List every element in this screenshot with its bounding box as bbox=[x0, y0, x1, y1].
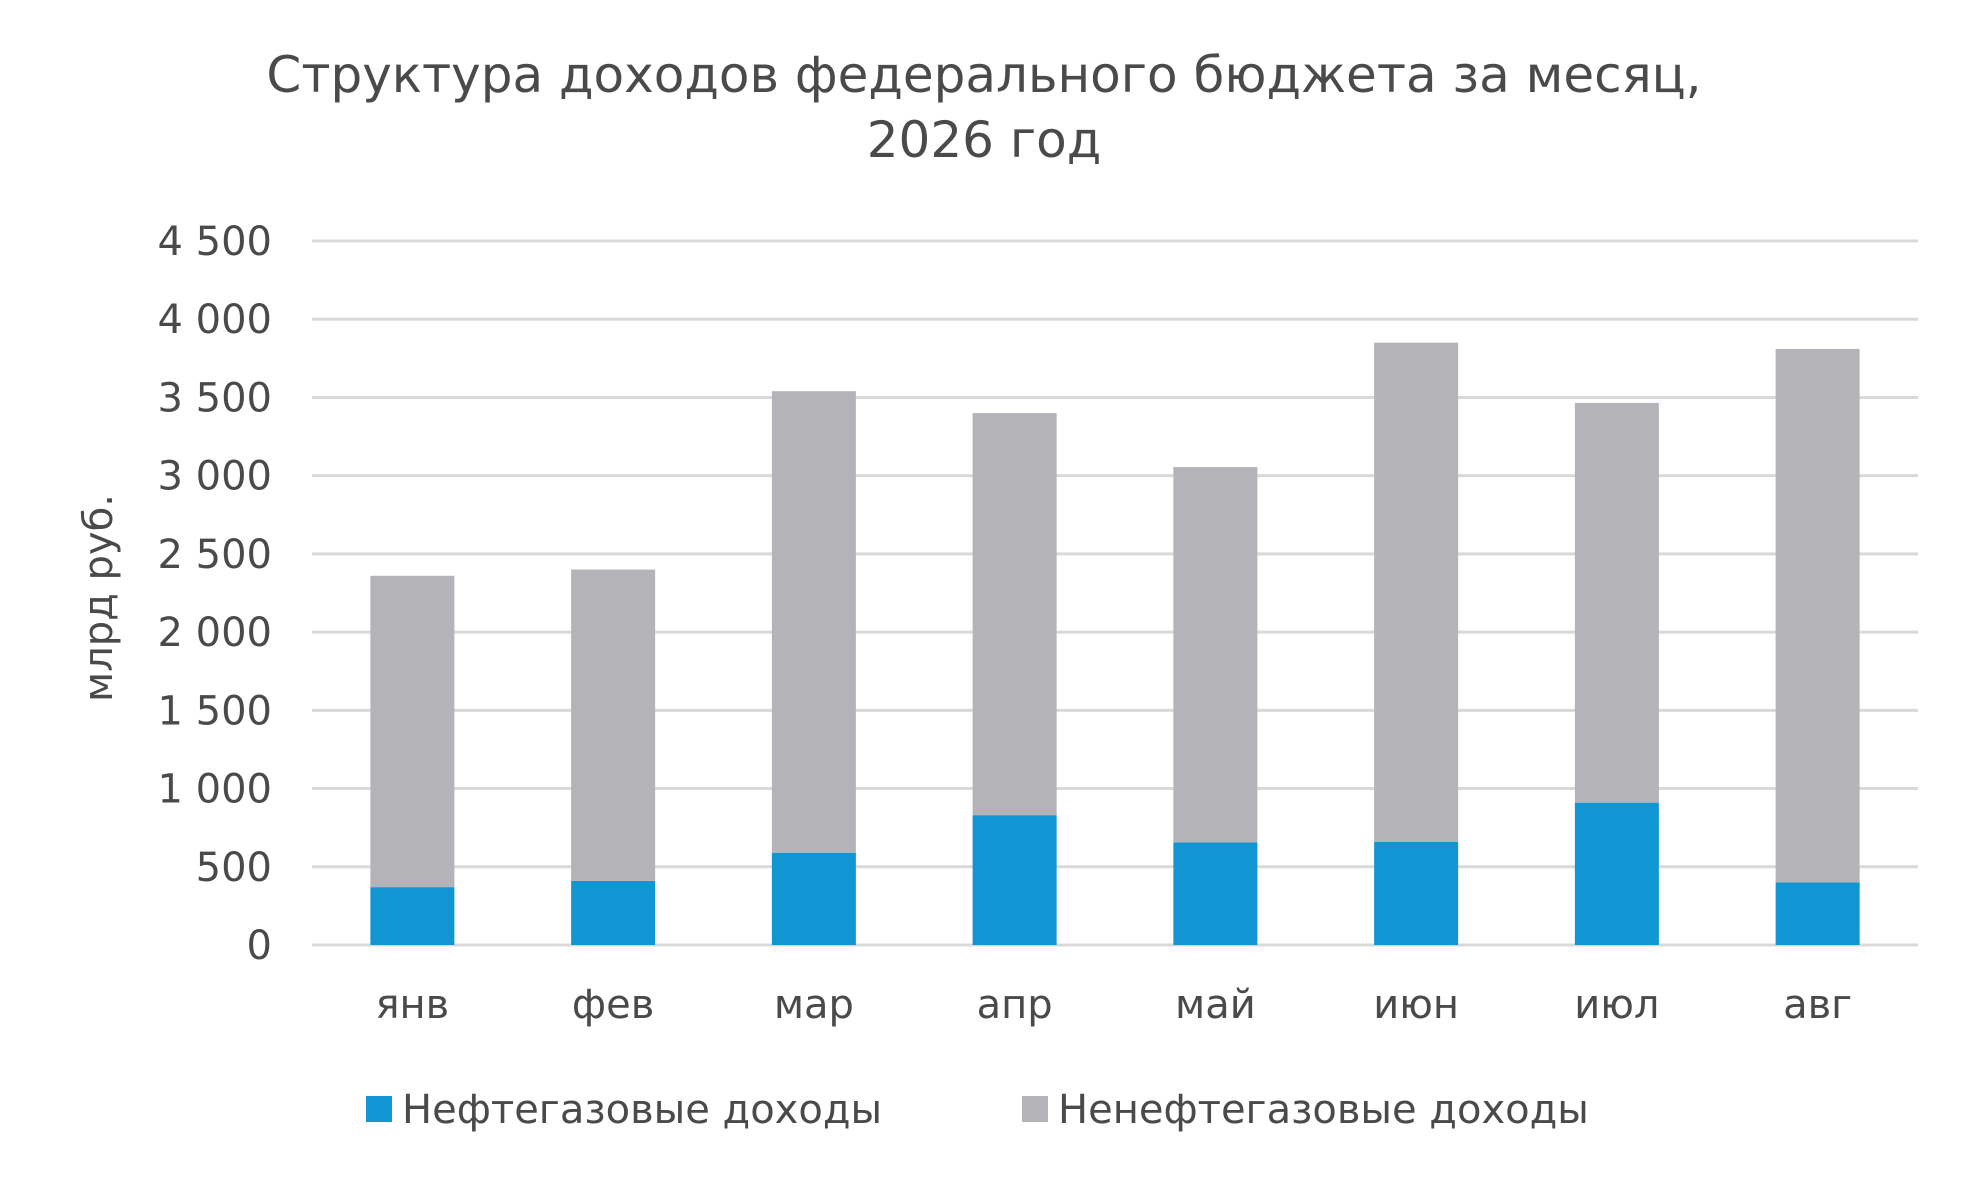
bars bbox=[370, 342, 1860, 945]
gridlines bbox=[312, 239, 1918, 947]
bar-oil-gas bbox=[972, 815, 1057, 945]
bar-non-oil-gas bbox=[1173, 467, 1258, 843]
bar-oil-gas bbox=[571, 880, 656, 945]
legend: Нефтегазовые доходы Ненефтегазовые доходы bbox=[366, 1087, 1589, 1133]
bar-non-oil-gas bbox=[972, 413, 1057, 816]
bar-non-oil-gas bbox=[370, 575, 455, 888]
y-tick-label: 4 000 bbox=[157, 297, 272, 343]
x-tick-label: июл bbox=[1574, 982, 1659, 1028]
y-tick-label: 3 500 bbox=[157, 375, 272, 421]
bar-non-oil-gas bbox=[1574, 402, 1659, 803]
x-tick-label: фев bbox=[572, 982, 654, 1028]
y-axis-ticks: 0 500 1 000 1 500 2 000 2 500 3 000 3 500 4 000 4… bbox=[157, 219, 272, 969]
y-tick-label: 1 000 bbox=[157, 767, 272, 813]
x-tick-label: май bbox=[1175, 982, 1256, 1028]
x-tick-label: мар bbox=[774, 982, 854, 1028]
bar-non-oil-gas bbox=[1775, 348, 1860, 883]
x-tick-label: янв bbox=[375, 982, 449, 1028]
x-axis-ticks: янв фев мар апр май июн июл авг bbox=[375, 982, 1852, 1028]
legend-label: Нефтегазовые доходы bbox=[402, 1087, 882, 1133]
y-tick-label: 2 000 bbox=[157, 610, 272, 656]
y-tick-label: 0 bbox=[247, 923, 272, 969]
bar-non-oil-gas bbox=[1374, 342, 1459, 842]
chart-subtitle: 2026 год bbox=[867, 111, 1102, 169]
x-tick-label: апр bbox=[977, 982, 1053, 1028]
bar-oil-gas bbox=[1173, 842, 1258, 945]
x-tick-label: июн bbox=[1373, 982, 1459, 1028]
y-tick-label: 1 500 bbox=[157, 688, 272, 734]
legend-label: Ненефтегазовые доходы bbox=[1058, 1087, 1589, 1133]
y-axis-label: млрд руб. bbox=[76, 494, 122, 702]
x-tick-label: авг bbox=[1783, 982, 1852, 1028]
bar-oil-gas bbox=[1775, 882, 1860, 945]
bar-oil-gas bbox=[1374, 841, 1459, 945]
y-tick-label: 2 500 bbox=[157, 532, 272, 578]
legend-swatch bbox=[366, 1096, 392, 1122]
y-tick-label: 3 000 bbox=[157, 454, 272, 500]
bar-oil-gas bbox=[370, 887, 455, 945]
bar-oil-gas bbox=[1574, 802, 1659, 945]
y-tick-label: 500 bbox=[196, 845, 272, 891]
bar-non-oil-gas bbox=[571, 569, 656, 881]
y-tick-label: 4 500 bbox=[157, 219, 272, 265]
chart-title: Структура доходов федерального бюджета з… bbox=[266, 46, 1701, 104]
bar-oil-gas bbox=[771, 852, 856, 945]
legend-swatch bbox=[1022, 1096, 1048, 1122]
bar-non-oil-gas bbox=[771, 391, 856, 853]
